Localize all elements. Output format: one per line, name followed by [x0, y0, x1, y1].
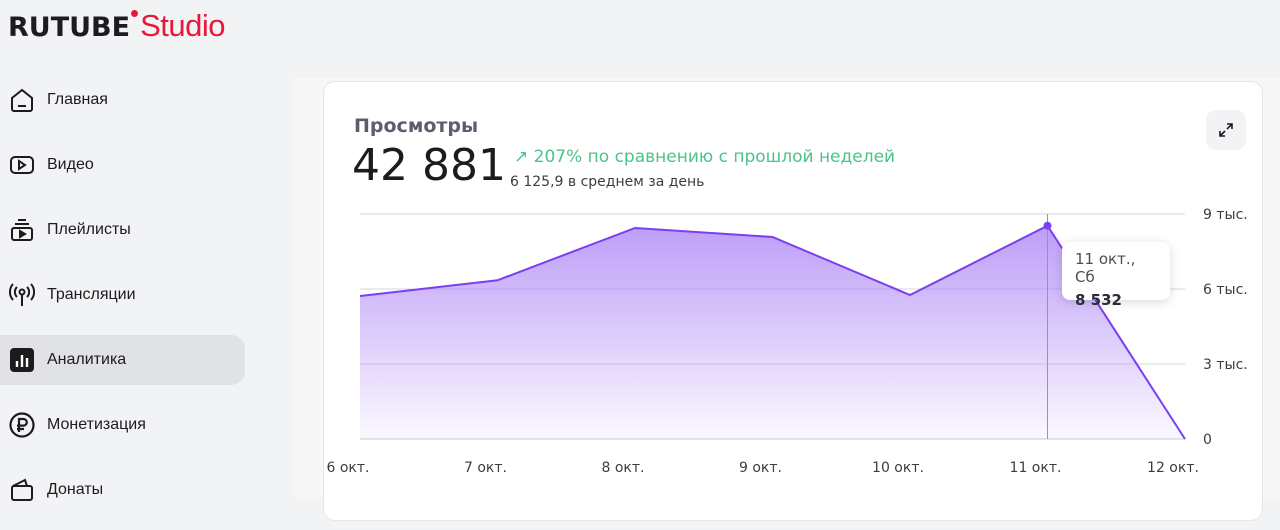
playlist-icon: [11, 219, 33, 241]
views-chart: 0 3 тыс. 6 тыс. 9 тыс. 6 окт. 7 окт. 8 окт. 9 о…: [327, 207, 1248, 476]
sidebar-item-playlists[interactable]: Плейлисты: [0, 205, 245, 255]
y-tick-label: 3 тыс.: [1203, 357, 1248, 373]
sidebar-item-analytics[interactable]: Аналитика: [0, 335, 245, 385]
x-tick-label: 6 окт.: [327, 460, 370, 476]
arrow-up-right-icon: ↗: [514, 147, 534, 167]
delta-text: ↗ 207% по сравнению с прошлой неделей: [514, 147, 896, 167]
x-tick-label: 7 окт.: [464, 460, 507, 476]
expand-button[interactable]: [1206, 110, 1246, 150]
y-tick-label: 6 тыс.: [1203, 282, 1248, 298]
data-point: [1043, 221, 1052, 230]
x-tick-label: 11 окт.: [1010, 460, 1062, 476]
sidebar: Главная Видео Плейлисты Трансляции Анали…: [0, 75, 245, 530]
x-tick-label: 8 окт.: [602, 460, 645, 476]
x-tick-label: 9 окт.: [739, 460, 782, 476]
logo[interactable]: RUTUBE Studio: [8, 8, 225, 43]
sidebar-item-home[interactable]: Главная: [0, 75, 245, 125]
home-icon: [11, 88, 33, 112]
x-tick-label: 10 окт.: [872, 460, 924, 476]
sidebar-item-broadcasts[interactable]: Трансляции: [0, 270, 245, 320]
total-views: 42 881: [352, 140, 506, 191]
sidebar-item-monetization[interactable]: Монетизация: [0, 400, 245, 450]
x-tick-label: 12 окт.: [1147, 460, 1199, 476]
card-title: Просмотры: [354, 115, 479, 137]
chart-tooltip: 11 окт., Сб 8 532: [1062, 242, 1170, 309]
area-fill: [360, 225, 1185, 439]
ruble-icon: [9, 412, 35, 438]
expand-icon: [1219, 123, 1233, 137]
video-icon: [10, 156, 34, 174]
analytics-icon: [10, 348, 34, 372]
y-tick-label: 0: [1203, 432, 1212, 448]
y-tick-label: 9 тыс.: [1203, 207, 1248, 223]
broadcast-icon: [9, 283, 35, 306]
sidebar-item-video[interactable]: Видео: [0, 140, 245, 190]
average-text: 6 125,9 в среднем за день: [510, 174, 705, 190]
